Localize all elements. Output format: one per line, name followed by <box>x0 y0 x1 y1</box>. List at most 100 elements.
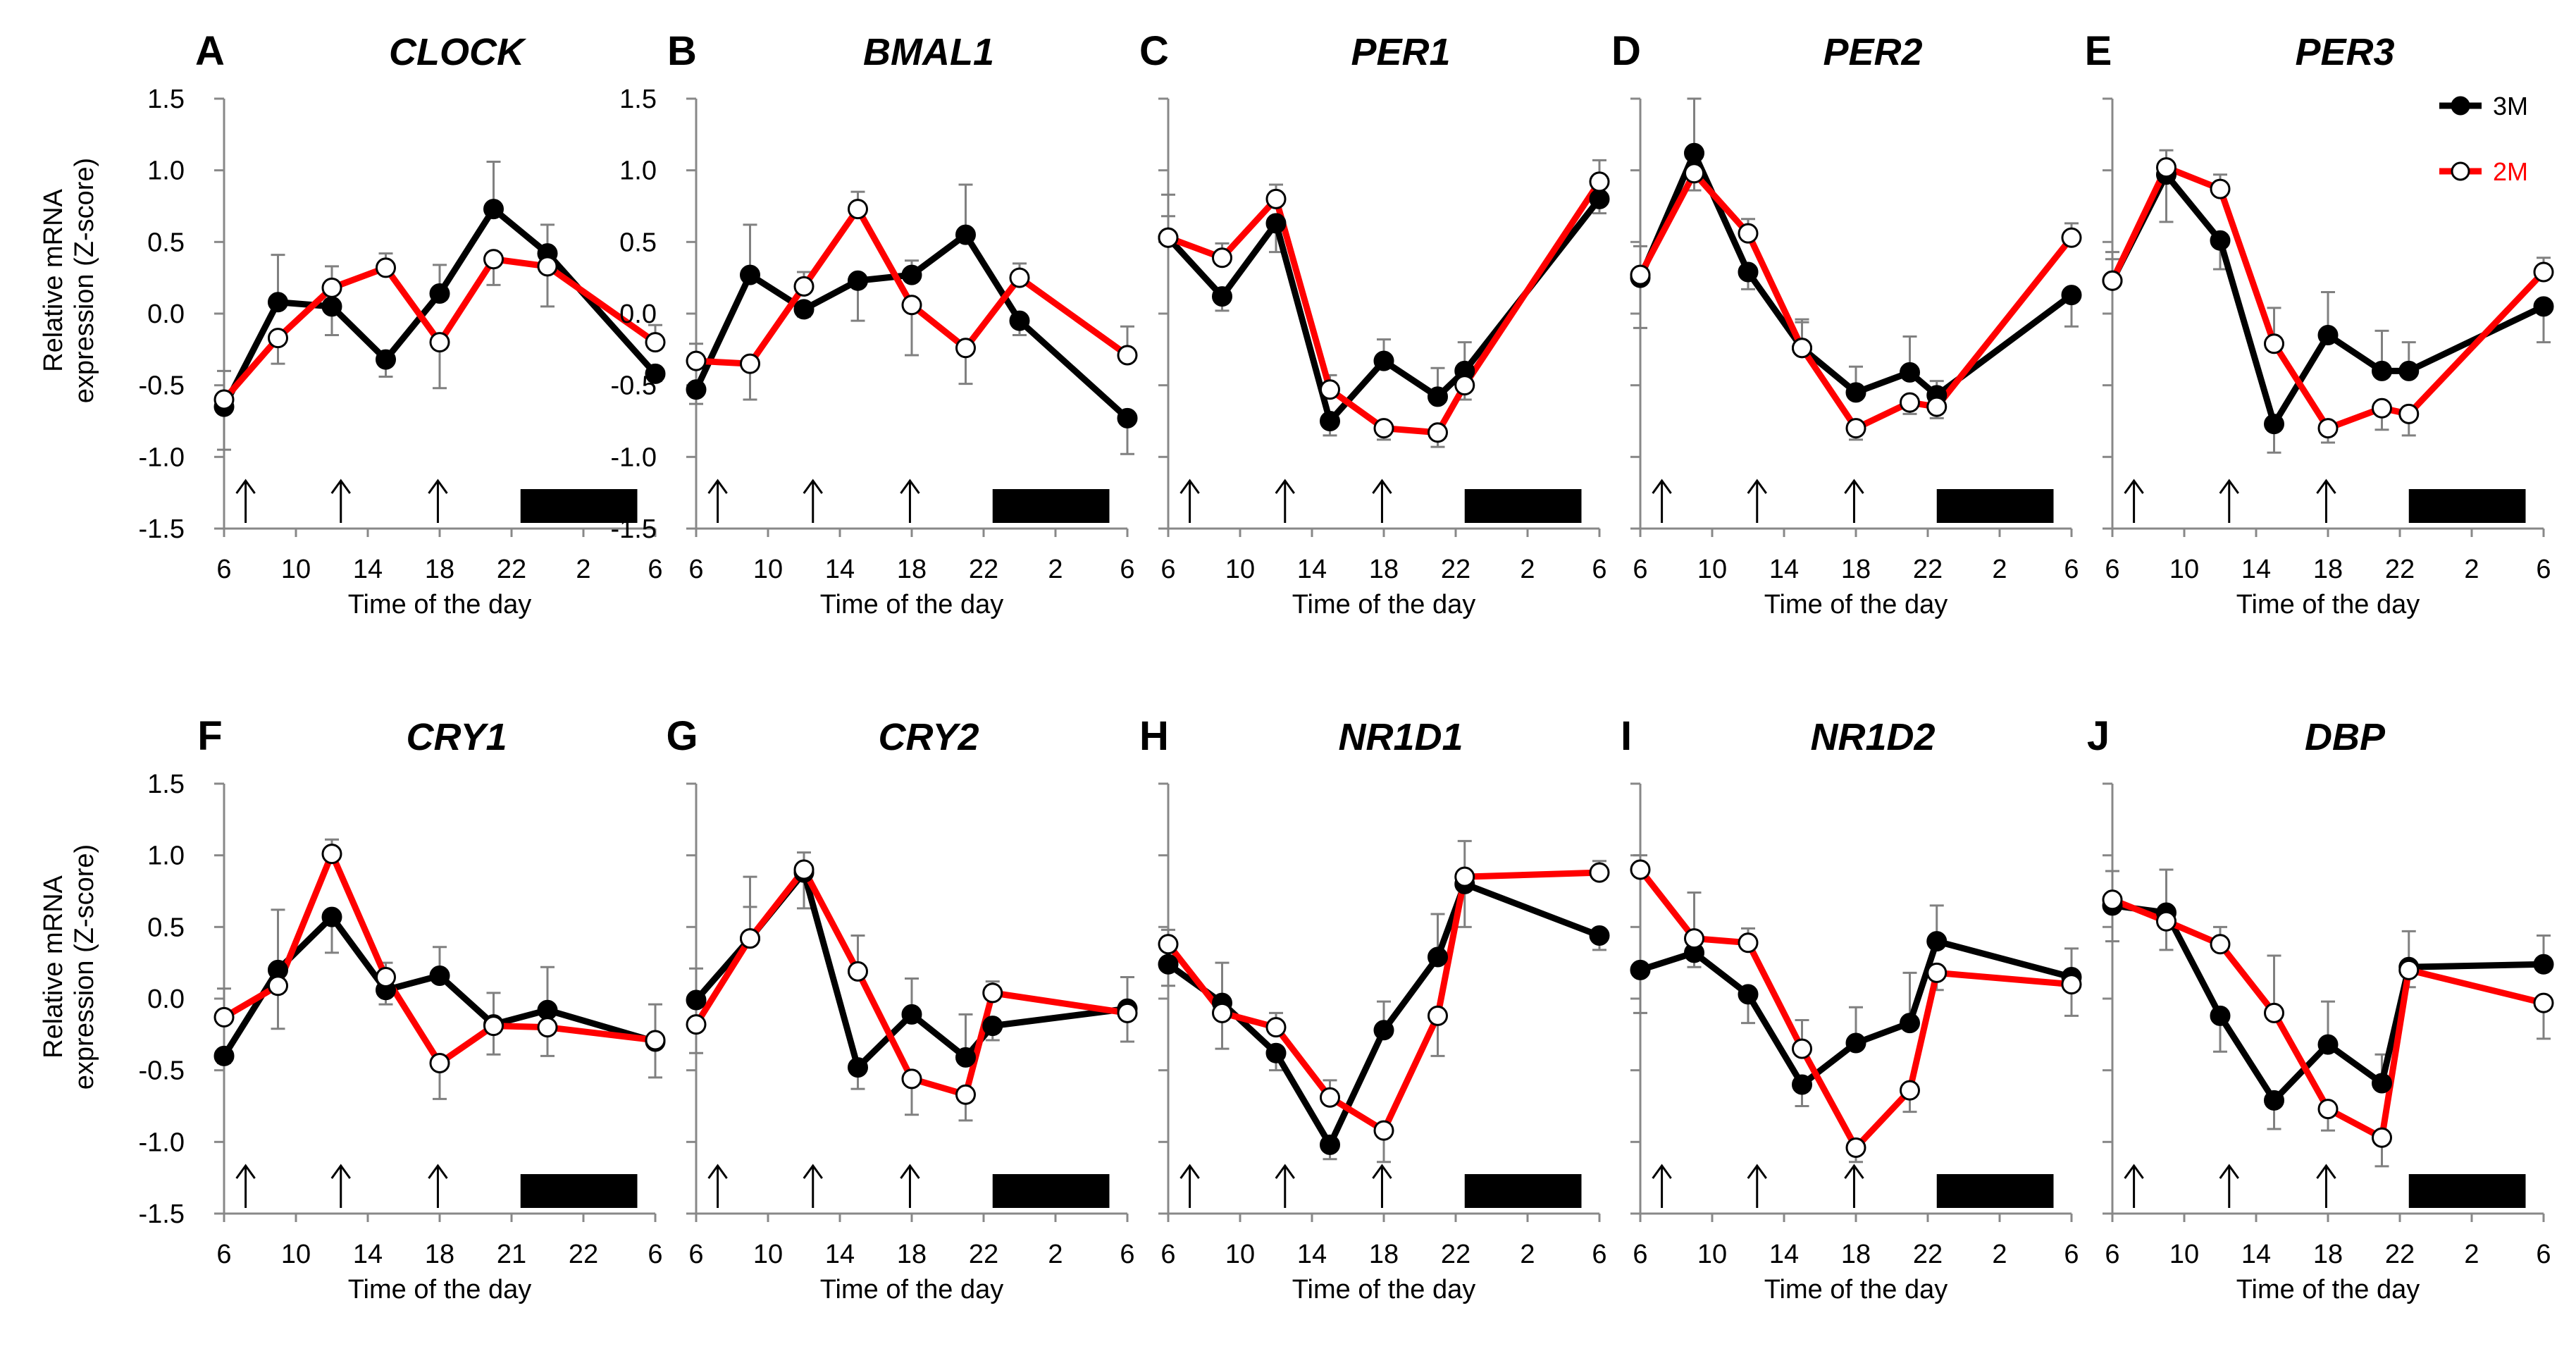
data-point-3M <box>1630 959 1651 980</box>
arrow-head <box>1652 479 1672 494</box>
x-tick-label: 22 <box>1441 555 1470 584</box>
y-tick-label: 1.0 <box>147 156 185 186</box>
data-point-2M <box>1117 345 1138 366</box>
x-tick-label: 14 <box>1297 1240 1327 1269</box>
arrow-up-icon <box>330 479 351 523</box>
x-tick-label: 2 <box>1048 555 1063 584</box>
x-tick-label: 14 <box>353 555 383 584</box>
data-point-2M <box>376 257 396 278</box>
arrow-head <box>2316 1164 2336 1179</box>
arrow-head <box>1179 1164 1200 1179</box>
x-tick-label: 6 <box>2536 1240 2551 1269</box>
data-point-2M <box>1738 932 1759 954</box>
arrow-up-icon <box>1179 479 1200 523</box>
data-point-2M <box>1900 392 1920 413</box>
x-tick-label: 6 <box>648 1240 662 1269</box>
data-point-2M <box>982 982 1003 1004</box>
data-point-2M <box>955 338 976 359</box>
x-tick-label: 21 <box>497 1240 526 1269</box>
data-point-2M <box>740 353 760 374</box>
y-tick-label: -1.5 <box>139 514 185 544</box>
dark-period-bar <box>1936 489 2054 523</box>
data-point-3M <box>1738 261 1759 283</box>
x-tick-label: 18 <box>1841 555 1871 584</box>
data-point-2M <box>2533 992 2554 1013</box>
data-point-3M <box>848 270 868 291</box>
x-tick-label: 18 <box>2313 1240 2343 1269</box>
data-point-3M <box>376 349 396 370</box>
data-point-3M <box>2061 285 2082 306</box>
data-point-2M <box>2102 270 2123 291</box>
y-tick-label: 1.5 <box>619 85 657 114</box>
panel-b: 1.51.00.50.0-0.5-1.0-1.56 10 14 18 22 2 6Time … <box>611 28 1138 619</box>
data-point-2M <box>1845 1137 1866 1158</box>
panel-f: 1.5 1.0 0.5 0.0 -0.5 -1.0 -1.5 6 10 14 18 21 22 6 Time… <box>139 713 666 1304</box>
arrow-up-icon <box>1747 479 1767 523</box>
data-point-2M <box>1428 422 1448 443</box>
data-point-2M <box>1212 247 1232 269</box>
x-tick-label: 2 <box>1048 1240 1063 1269</box>
data-point-3M <box>1684 142 1704 164</box>
x-tick-label: 10 <box>1225 1240 1255 1269</box>
data-point-2M <box>848 199 868 220</box>
data-point-2M <box>2398 959 2420 980</box>
data-point-2M <box>2317 418 2339 439</box>
data-point-2M <box>213 389 235 410</box>
x-tick-label: 2 <box>2464 555 2479 584</box>
x-tick-label: 6 <box>688 555 703 584</box>
data-point-3M <box>537 999 558 1020</box>
y-tick-label: -0.5 <box>611 371 657 401</box>
data-point-3M <box>2372 1073 2392 1094</box>
data-point-2M <box>1792 338 1812 359</box>
data-point-3M <box>429 283 450 304</box>
data-point-2M <box>1589 171 1610 192</box>
data-point-2M <box>686 1014 707 1035</box>
y-tick-label: -0.5 <box>139 371 185 401</box>
panel-title: NR1D2 <box>1810 716 1935 758</box>
arrow-head <box>330 479 351 494</box>
x-tick-label: 14 <box>2241 1240 2271 1269</box>
data-point-3M <box>1009 310 1030 331</box>
data-point-3M <box>1900 1013 1920 1034</box>
data-point-3M <box>1428 386 1448 407</box>
data-point-3M <box>1265 1042 1287 1063</box>
panel-title: PER2 <box>1823 31 1922 73</box>
panel-letter: C <box>1139 28 1169 74</box>
arrow-up-icon <box>707 1164 728 1208</box>
arrow-up-icon <box>428 479 448 523</box>
arrow-head <box>1275 479 1295 494</box>
x-tick-label: 22 <box>969 1240 998 1269</box>
data-point-2M <box>2264 1002 2284 1023</box>
arrow-head <box>1747 479 1767 494</box>
data-point-3M <box>321 296 342 317</box>
arrow-up-icon <box>803 1164 823 1208</box>
data-point-2M <box>740 928 760 949</box>
x-tick-label: 14 <box>825 555 855 584</box>
x-tick-label: 6 <box>2105 1240 2119 1269</box>
x-tick-label: 18 <box>2313 555 2343 584</box>
x-tick-label: 22 <box>1441 1240 1470 1269</box>
x-tick-label: 18 <box>897 1240 927 1269</box>
panel-letter: J <box>2087 713 2110 759</box>
data-point-2M <box>268 328 288 349</box>
x-tick-label: 18 <box>425 555 454 584</box>
arrow-head <box>330 1164 351 1179</box>
x-axis-label: Time of the day <box>820 590 1004 619</box>
x-tick-label: 18 <box>425 1240 454 1269</box>
x-axis-label: Time of the day <box>820 1275 1004 1304</box>
y-tick-label: 0.0 <box>147 985 185 1014</box>
data-point-3M <box>955 1047 976 1068</box>
data-point-2M <box>1684 928 1704 949</box>
legend-2M-label: 2M <box>2493 157 2528 186</box>
arrow-head <box>1844 479 1864 494</box>
data-point-3M <box>2210 1005 2231 1026</box>
arrow-head <box>1844 1164 1864 1179</box>
x-tick-label: 22 <box>969 555 998 584</box>
arrow-up-icon <box>900 479 920 523</box>
arrow-up-icon <box>1372 1164 1392 1208</box>
